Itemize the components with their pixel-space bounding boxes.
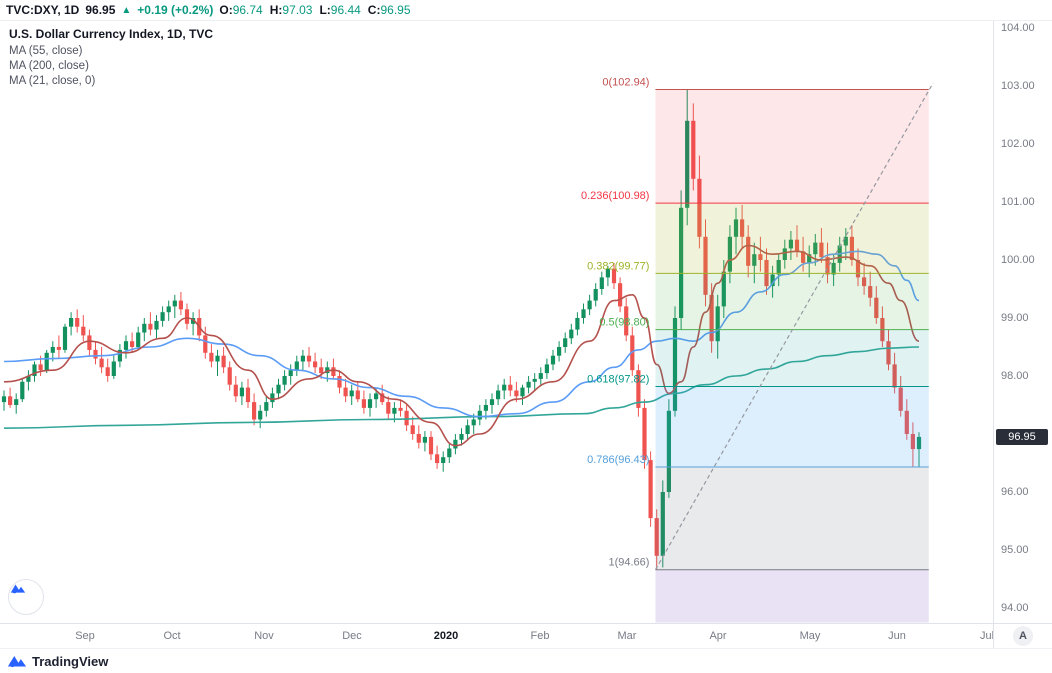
- time-tick: Apr: [709, 630, 727, 642]
- tradingview-brand-text[interactable]: TradingView: [32, 653, 109, 669]
- svg-text:0.382(99.77): 0.382(99.77): [587, 260, 649, 272]
- price-change: +0.19 (+0.2%): [137, 3, 214, 17]
- time-tick: Sep: [75, 630, 95, 642]
- svg-text:0.786(96.43): 0.786(96.43): [587, 454, 649, 466]
- price-tick: 94.00: [1001, 602, 1029, 614]
- legend-ma-item[interactable]: MA (200, close): [9, 60, 89, 72]
- time-tick: Feb: [530, 630, 550, 642]
- time-tick: Dec: [342, 630, 362, 642]
- price-axis[interactable]: 96.95 104.00 103.00 102.00 101.00 100.00 99.0…: [993, 21, 1052, 623]
- svg-text:0.618(97.82): 0.618(97.82): [587, 373, 649, 385]
- tradingview-logo-button[interactable]: [8, 579, 44, 615]
- price-tick: 101.00: [1001, 196, 1035, 208]
- price-tick: 102.00: [1001, 138, 1035, 150]
- legend-ma-items: MA (55, close) MA (200, close) MA (21, clo…: [9, 44, 213, 89]
- ohlc-item: O:96.74: [219, 3, 263, 17]
- up-arrow-icon: ▲: [121, 4, 132, 16]
- axis-corner: A: [993, 623, 1052, 648]
- svg-text:0(102.94): 0(102.94): [602, 76, 649, 88]
- price-tick: 103.00: [1001, 80, 1035, 92]
- time-tick: Nov: [254, 630, 274, 642]
- tradingview-brand-icon: [7, 656, 27, 668]
- moving-average-lines: [3, 244, 920, 447]
- time-tick: Oct: [163, 630, 181, 642]
- legend-symbol-title[interactable]: U.S. Dollar Currency Index, 1D, TVC: [9, 27, 214, 41]
- svg-text:0.5(98.80): 0.5(98.80): [599, 317, 649, 329]
- ohlc-item: H:97.03: [269, 3, 313, 17]
- time-tick: May: [799, 630, 821, 642]
- auto-scale-button[interactable]: A: [1013, 626, 1033, 646]
- price-tick: 98.00: [1001, 370, 1029, 382]
- last-price: 96.95: [85, 3, 116, 17]
- time-tick: Mar: [617, 630, 637, 642]
- svg-text:1(94.66): 1(94.66): [608, 557, 649, 569]
- chart-legend: U.S. Dollar Currency Index, 1D, TVC MA (…: [9, 27, 213, 89]
- trendline: [654, 82, 934, 571]
- fib-labels: 0(102.94) 0.236(100.98) 0.382(99.77) 0.5(98…: [581, 76, 650, 568]
- price-chart[interactable]: 0(102.94) 0.236(100.98) 0.382(99.77) 0.5(98…: [0, 21, 993, 623]
- price-tick: 95.00: [1001, 544, 1029, 556]
- price-tick: 99.00: [1001, 312, 1029, 324]
- price-tick: 104.00: [1001, 22, 1035, 34]
- ohlc-values: O:96.74 H:97.03 L:96.44 C:96.95: [219, 3, 410, 17]
- ohlc-item: L:96.44: [319, 3, 361, 17]
- last-price-axis-label: 96.95: [996, 428, 1048, 445]
- price-tick: 100.00: [1001, 254, 1035, 266]
- time-tick: 2020: [433, 630, 459, 642]
- price-tick: 96.00: [1001, 486, 1029, 498]
- footer-bar: TradingView: [0, 648, 1052, 673]
- tradingview-cloud-icon: [10, 584, 26, 594]
- legend-ma-item[interactable]: MA (55, close): [9, 45, 83, 57]
- symbol-title[interactable]: TVC:DXY, 1D: [6, 3, 80, 17]
- legend-ma-item[interactable]: MA (21, close, 0): [9, 75, 96, 87]
- time-tick: Jun: [888, 630, 906, 642]
- chart-pane[interactable]: 0(102.94) 0.236(100.98) 0.382(99.77) 0.5(98…: [0, 21, 993, 623]
- time-tick: Jul: [979, 630, 995, 642]
- ohlc-item: C:96.95: [367, 3, 411, 17]
- svg-text:0.236(100.98): 0.236(100.98): [581, 190, 650, 202]
- symbol-info-bar: TVC:DXY, 1D 96.95 ▲ +0.19 (+0.2%) O:96.7…: [0, 0, 1052, 21]
- fib-level-lines: [655, 88, 929, 571]
- fib-zones: [655, 89, 929, 623]
- time-axis[interactable]: Sep Oct Nov Dec 2020 Feb Mar Apr May Jun Jul: [0, 623, 995, 648]
